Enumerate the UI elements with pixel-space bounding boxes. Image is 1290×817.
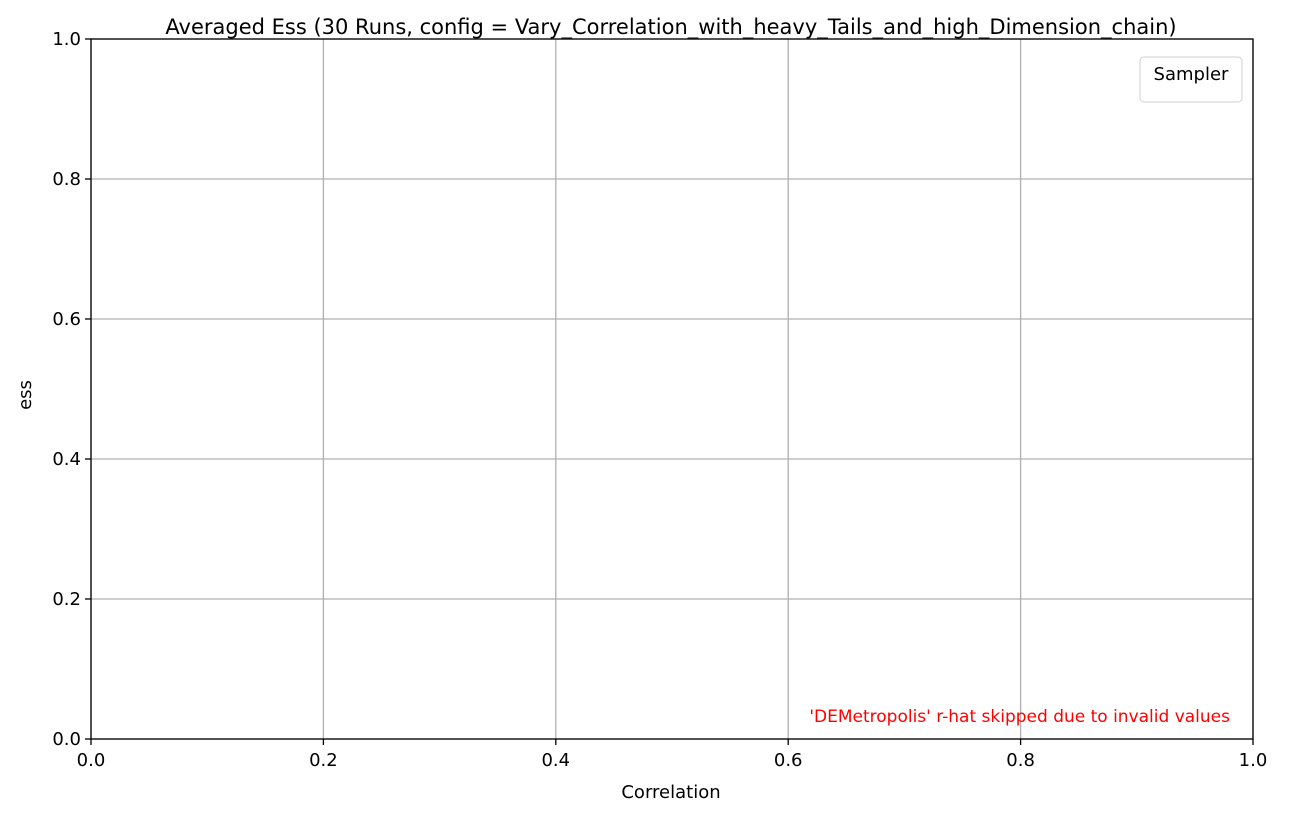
- y-axis-ticks: 0.0 0.2 0.4 0.6 0.8 1.0: [52, 29, 91, 750]
- chart-title: Averaged Ess (30 Runs, config = Vary_Cor…: [165, 15, 1176, 40]
- y-tick-label: 0.0: [52, 729, 81, 750]
- legend-box: [1139, 56, 1243, 103]
- plot-area: [90, 38, 1254, 740]
- x-tick-label: 1.0: [1239, 750, 1268, 771]
- x-axis-ticks: 0.0 0.2 0.4 0.6 0.8 1.0: [77, 739, 1268, 771]
- legend-title: Sampler: [1154, 64, 1229, 85]
- y-tick-label: 0.8: [52, 169, 81, 190]
- x-tick-label: 0.4: [541, 750, 570, 771]
- x-tick-label: 0.6: [774, 750, 803, 771]
- y-tick-label: 1.0: [52, 29, 81, 50]
- legend: Sampler: [1139, 56, 1243, 103]
- y-tick-label: 0.6: [52, 309, 81, 330]
- x-axis-label: Correlation: [621, 782, 720, 803]
- annotation-text: 'DEMetropolis' r-hat skipped due to inva…: [809, 707, 1230, 727]
- y-axis-label: ess: [15, 380, 36, 410]
- y-tick-label: 0.2: [52, 589, 81, 610]
- y-tick-label: 0.4: [52, 449, 81, 470]
- x-tick-label: 0.8: [1006, 750, 1035, 771]
- x-tick-label: 0.2: [309, 750, 338, 771]
- x-tick-label: 0.0: [77, 750, 106, 771]
- grid: [90, 38, 1254, 740]
